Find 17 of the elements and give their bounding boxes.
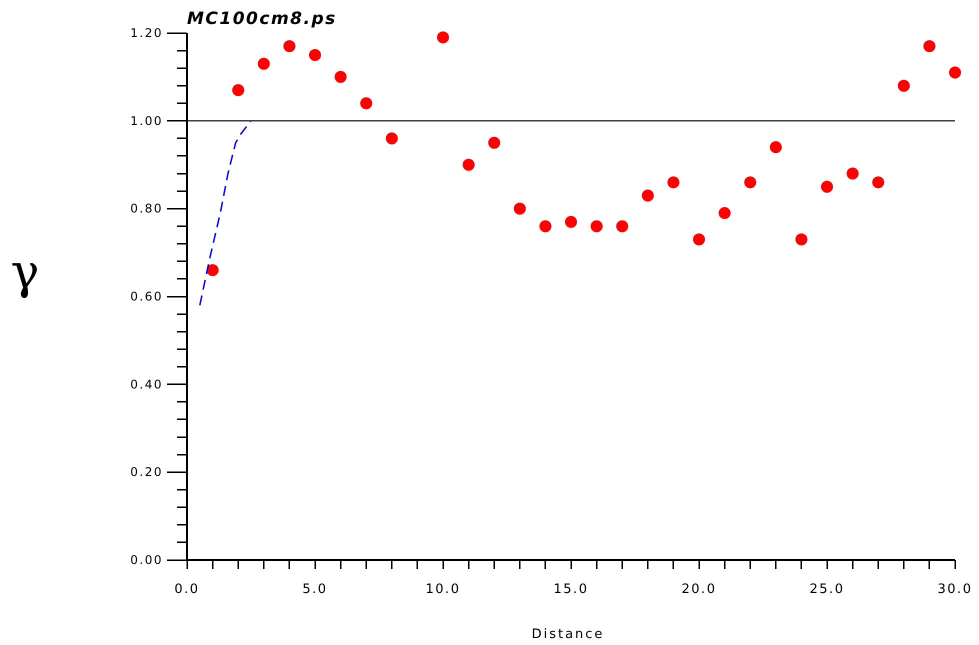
y-tick-label: 0.40 xyxy=(130,377,163,392)
y-tick-label: 1.00 xyxy=(130,114,163,128)
y-tick-label: 0.20 xyxy=(130,465,163,480)
x-tick-label: 25.0 xyxy=(810,582,844,597)
y-axis-title: γ xyxy=(10,244,40,300)
y-tick-label: 0.60 xyxy=(130,290,163,304)
y-tick-label: 1.20 xyxy=(130,26,163,40)
y-tick-label: 0.00 xyxy=(130,553,163,567)
y-tick-label: 0.80 xyxy=(130,202,163,216)
chart-title: MC100cm8.ps xyxy=(187,9,337,29)
x-tick-label: 15.0 xyxy=(554,582,588,597)
x-tick-label: 10.0 xyxy=(426,582,460,597)
x-axis-title: Distance xyxy=(532,627,604,642)
x-tick-label: 20.0 xyxy=(682,582,716,597)
x-tick-label: 0.0 xyxy=(174,582,200,597)
x-tick-label: 5.0 xyxy=(302,582,328,597)
x-tick-label: 30.0 xyxy=(938,582,972,597)
